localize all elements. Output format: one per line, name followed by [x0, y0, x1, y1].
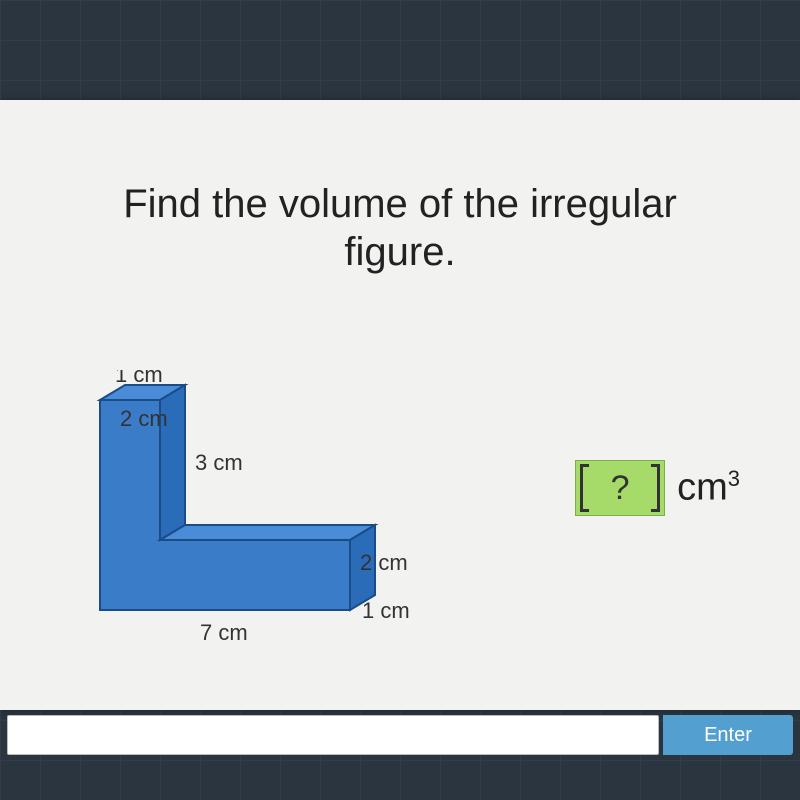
problem-panel: Find the volume of the irregular figure.…	[0, 100, 800, 710]
label-right-depth: 1 cm	[362, 598, 410, 623]
label-right-height: 2 cm	[360, 550, 408, 575]
front-face	[100, 400, 350, 610]
enter-button[interactable]: Enter	[663, 715, 793, 755]
label-bottom-width: 7 cm	[200, 620, 248, 645]
unit-exp: 3	[728, 466, 740, 491]
answer-text-input[interactable]	[7, 715, 659, 755]
prompt-text: Find the volume of the irregular figure.	[0, 180, 800, 276]
irregular-figure: 1 cm 2 cm 3 cm 2 cm 1 cm 7 cm	[60, 370, 420, 660]
label-inner-height: 3 cm	[195, 450, 243, 475]
answer-placeholder: ?	[611, 469, 630, 508]
prompt-line1: Find the volume of the irregular	[123, 182, 677, 226]
input-bar: Enter	[7, 715, 793, 755]
unit-base: cm	[677, 467, 728, 509]
answer-unit: cm3	[677, 466, 740, 510]
label-top-width: 1 cm	[115, 370, 163, 387]
prompt-line2: figure.	[344, 230, 455, 274]
answer-area: ? cm3	[575, 460, 740, 516]
label-tower-depth: 2 cm	[120, 406, 168, 431]
answer-input-box[interactable]: ?	[575, 460, 665, 516]
base-top	[160, 525, 375, 540]
